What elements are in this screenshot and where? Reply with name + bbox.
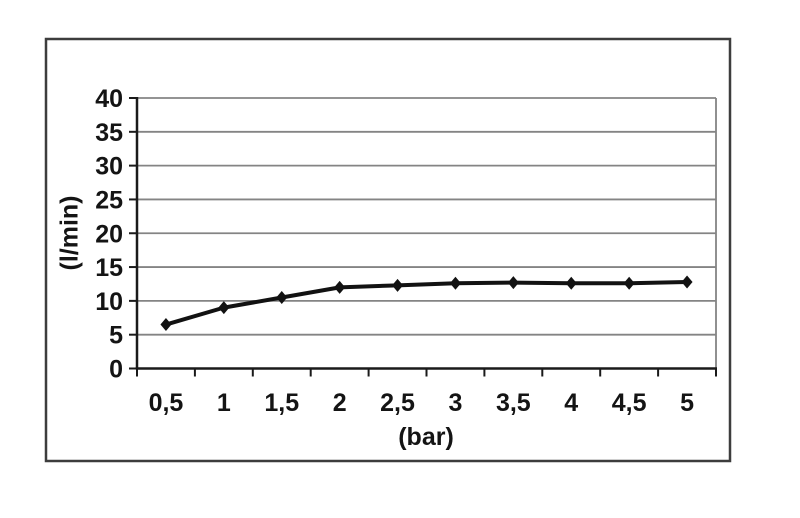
x-tick-label: 1 <box>217 389 231 417</box>
y-tick-label: 0 <box>109 356 123 384</box>
y-tick-label: 30 <box>95 153 123 181</box>
data-point-marker <box>681 275 693 289</box>
y-tick-label: 15 <box>95 254 123 282</box>
data-point-marker <box>507 276 519 290</box>
y-tick-label: 35 <box>95 119 123 147</box>
data-point-marker <box>218 301 230 315</box>
plot-area: 0 5 10 15 20 25 30 35 40 0,5 1 1,5 2 2,5 3 3,5 4 4,5 5 <box>95 85 717 417</box>
y-tick-label: 20 <box>95 220 123 248</box>
x-tick-label: 3 <box>448 389 462 417</box>
data-point-marker <box>449 276 461 290</box>
data-series-line <box>165 279 688 327</box>
x-tick-label: 3,5 <box>496 389 531 417</box>
data-point-marker <box>334 280 346 294</box>
y-axis-title: (l/min) <box>55 195 84 271</box>
data-point-marker <box>565 276 577 290</box>
x-axis-title: (bar) <box>398 423 454 451</box>
x-tick-label: 0,5 <box>149 389 184 417</box>
data-point-marker <box>623 276 635 290</box>
y-tick-label: 25 <box>95 186 123 214</box>
data-point-marker <box>392 278 404 292</box>
y-tick-label: 10 <box>95 288 123 316</box>
x-tick-label: 2 <box>333 389 347 417</box>
y-tick-label: 5 <box>109 322 123 350</box>
y-tick-label: 40 <box>95 85 123 113</box>
x-tick-label: 1,5 <box>264 389 299 417</box>
data-point-marker <box>276 290 288 304</box>
x-tick-label: 4,5 <box>612 389 647 417</box>
x-tick-label: 4 <box>564 389 578 417</box>
chart-frame-border <box>44 37 732 463</box>
x-tick-label: 5 <box>680 389 694 417</box>
data-point-marker <box>160 318 172 332</box>
x-tick-label: 2,5 <box>380 389 415 417</box>
